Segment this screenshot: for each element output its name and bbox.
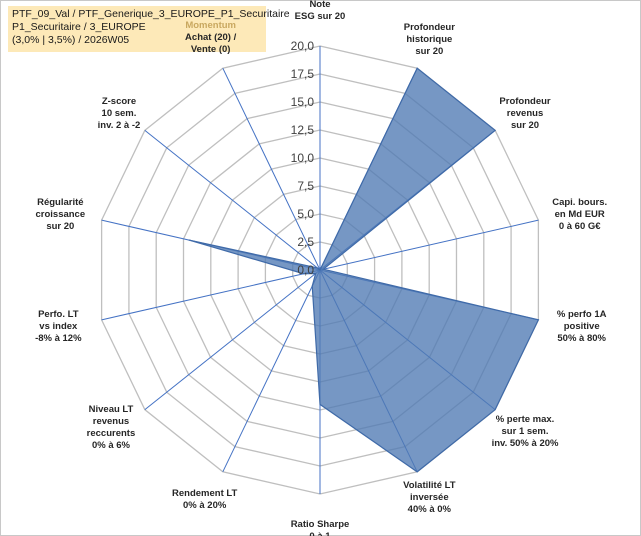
title-line-3: (3,0% | 3,5%) / 2026W05 bbox=[12, 34, 130, 46]
axis-label-1-line-2: sur 20 bbox=[415, 46, 443, 57]
axis-label-4-line-2: 50% à 80% bbox=[557, 333, 606, 344]
spoke-12 bbox=[144, 129, 321, 271]
axis-label-8-line-1: 0% à 20% bbox=[183, 500, 227, 511]
data-point-5 bbox=[494, 409, 496, 411]
spoke-13 bbox=[222, 67, 321, 271]
axis-label-2-line-0: Profondeur bbox=[499, 96, 550, 107]
axis-label-12-line-1: 10 sem. bbox=[102, 108, 137, 119]
data-point-10 bbox=[303, 273, 305, 275]
tick-label-2: 5,0 bbox=[297, 207, 314, 221]
spoke-8 bbox=[222, 269, 321, 473]
axis-label-13: Momentum Achat (20) / Vente (0) bbox=[185, 20, 237, 55]
axis-label-2-line-2: sur 20 bbox=[511, 120, 539, 131]
tick-label-3: 7,5 bbox=[297, 179, 314, 193]
axis-label-9-line-1: revenus bbox=[93, 416, 129, 427]
axis-label-10: Perfo. LT vs index -8% à 12% bbox=[35, 309, 82, 344]
axis-label-6-line-2: 40% à 0% bbox=[408, 504, 452, 515]
axis-label-9-line-2: reccurents bbox=[87, 428, 136, 439]
title-line-1: PTF_09_Val / PTF_Generique_3_EUROPE_P1_S… bbox=[12, 8, 290, 20]
tick-label-8: 20,0 bbox=[291, 39, 315, 53]
data-point-12 bbox=[316, 267, 318, 269]
axis-label-0-line-0: Note bbox=[309, 0, 330, 10]
tick-label-5: 12,5 bbox=[291, 123, 315, 137]
axis-label-3: Capi. bours. en Md EUR 0 à 60 G€ bbox=[552, 197, 607, 232]
axis-label-6: Volatilité LT inversée 40% à 0% bbox=[403, 480, 456, 515]
axis-label-0: Note ESG sur 20 bbox=[295, 0, 346, 22]
axis-label-10-line-0: Perfo. LT bbox=[38, 309, 79, 320]
tick-label-0: 0,0 bbox=[297, 263, 314, 277]
axis-label-4-line-1: positive bbox=[564, 321, 600, 332]
axis-label-8: Rendement LT 0% à 20% bbox=[172, 488, 237, 511]
data-point-4 bbox=[537, 319, 539, 321]
axis-label-13-line-1: Achat (20) / bbox=[185, 32, 237, 43]
tick-label-7: 17,5 bbox=[291, 67, 315, 81]
axis-label-12: Z-score 10 sem. inv. 2 à -2 bbox=[98, 96, 141, 131]
axis-label-1-line-1: historique bbox=[406, 34, 452, 45]
axis-label-9-line-3: 0% à 6% bbox=[92, 440, 131, 451]
axis-label-3-line-2: 0 à 60 G€ bbox=[559, 221, 601, 232]
spoke-9 bbox=[144, 269, 321, 411]
axis-label-1-line-0: Profondeur bbox=[404, 22, 455, 33]
axis-label-12-line-0: Z-score bbox=[102, 96, 136, 107]
data-point-1 bbox=[416, 67, 418, 69]
axis-label-11: Régularité croissance sur 20 bbox=[35, 197, 85, 232]
data-polygon bbox=[188, 67, 540, 473]
axis-label-4-line-0: % perfo 1A bbox=[557, 309, 607, 320]
axis-label-0-line-1: ESG sur 20 bbox=[295, 11, 346, 22]
axis-label-12-line-2: inv. 2 à -2 bbox=[98, 120, 141, 131]
axis-label-9-line-0: Niveau LT bbox=[89, 404, 134, 415]
data-point-11 bbox=[188, 239, 190, 241]
axis-label-6-line-1: inversée bbox=[410, 492, 449, 503]
axis-label-10-line-1: vs index bbox=[39, 321, 78, 332]
data-point-13 bbox=[319, 269, 321, 271]
axis-label-5-line-1: sur 1 sem. bbox=[502, 426, 549, 437]
tick-label-1: 2,5 bbox=[297, 235, 314, 249]
axis-label-8-line-0: Rendement LT bbox=[172, 488, 237, 499]
axis-label-11-line-0: Régularité bbox=[37, 197, 83, 208]
spoke-3 bbox=[319, 219, 539, 271]
tick-label-6: 15,0 bbox=[291, 95, 315, 109]
axis-label-5: % perte max. sur 1 sem. inv. 50% à 20% bbox=[492, 414, 559, 449]
axis-label-9: Niveau LT revenus reccurents 0% à 6% bbox=[87, 404, 136, 451]
axis-label-7-line-1: 0 à 1 bbox=[309, 531, 331, 536]
axis-label-2-line-1: revenus bbox=[507, 108, 543, 119]
axis-label-7-line-0: Ratio Sharpe bbox=[291, 519, 350, 530]
radar-tick-labels: 0,0 2,5 5,0 7,5 10,0 12,5 15,0 17,5 20,0 bbox=[291, 39, 315, 277]
data-point-6 bbox=[416, 471, 418, 473]
chart-title-box: PTF_09_Val / PTF_Generique_3_EUROPE_P1_S… bbox=[8, 6, 290, 52]
axis-label-13-line-0: Momentum bbox=[185, 20, 236, 31]
data-point-7 bbox=[319, 403, 321, 405]
spoke-10 bbox=[101, 269, 321, 321]
axis-label-6-line-0: Volatilité LT bbox=[403, 480, 456, 491]
axis-label-7: Ratio Sharpe0 à 1 bbox=[291, 519, 350, 536]
axis-label-5-line-2: inv. 50% à 20% bbox=[492, 438, 559, 449]
axis-label-3-line-1: en Md EUR bbox=[555, 209, 605, 220]
tick-label-4: 10,0 bbox=[291, 151, 315, 165]
axis-label-4: % perfo 1A positive 50% à 80% bbox=[557, 309, 607, 344]
axis-label-13-line-2: Vente (0) bbox=[191, 44, 231, 55]
radar-series bbox=[188, 67, 540, 473]
data-point-2 bbox=[494, 129, 496, 131]
axis-label-10-line-2: -8% à 12% bbox=[35, 333, 82, 344]
title-line-2: P1_Securitaire / 3_EUROPE bbox=[12, 21, 146, 33]
axis-label-11-line-1: croissance bbox=[35, 209, 85, 220]
axis-label-3-line-0: Capi. bours. bbox=[552, 197, 607, 208]
data-point-9 bbox=[315, 272, 317, 274]
axis-label-2: Profondeur revenus sur 20 bbox=[499, 96, 550, 131]
data-point-8 bbox=[311, 285, 313, 287]
axis-label-5-line-0: % perte max. bbox=[496, 414, 555, 425]
axis-label-1: Profondeur historique sur 20 bbox=[404, 22, 455, 57]
data-point-3 bbox=[322, 268, 324, 270]
axis-label-11-line-2: sur 20 bbox=[46, 221, 74, 232]
